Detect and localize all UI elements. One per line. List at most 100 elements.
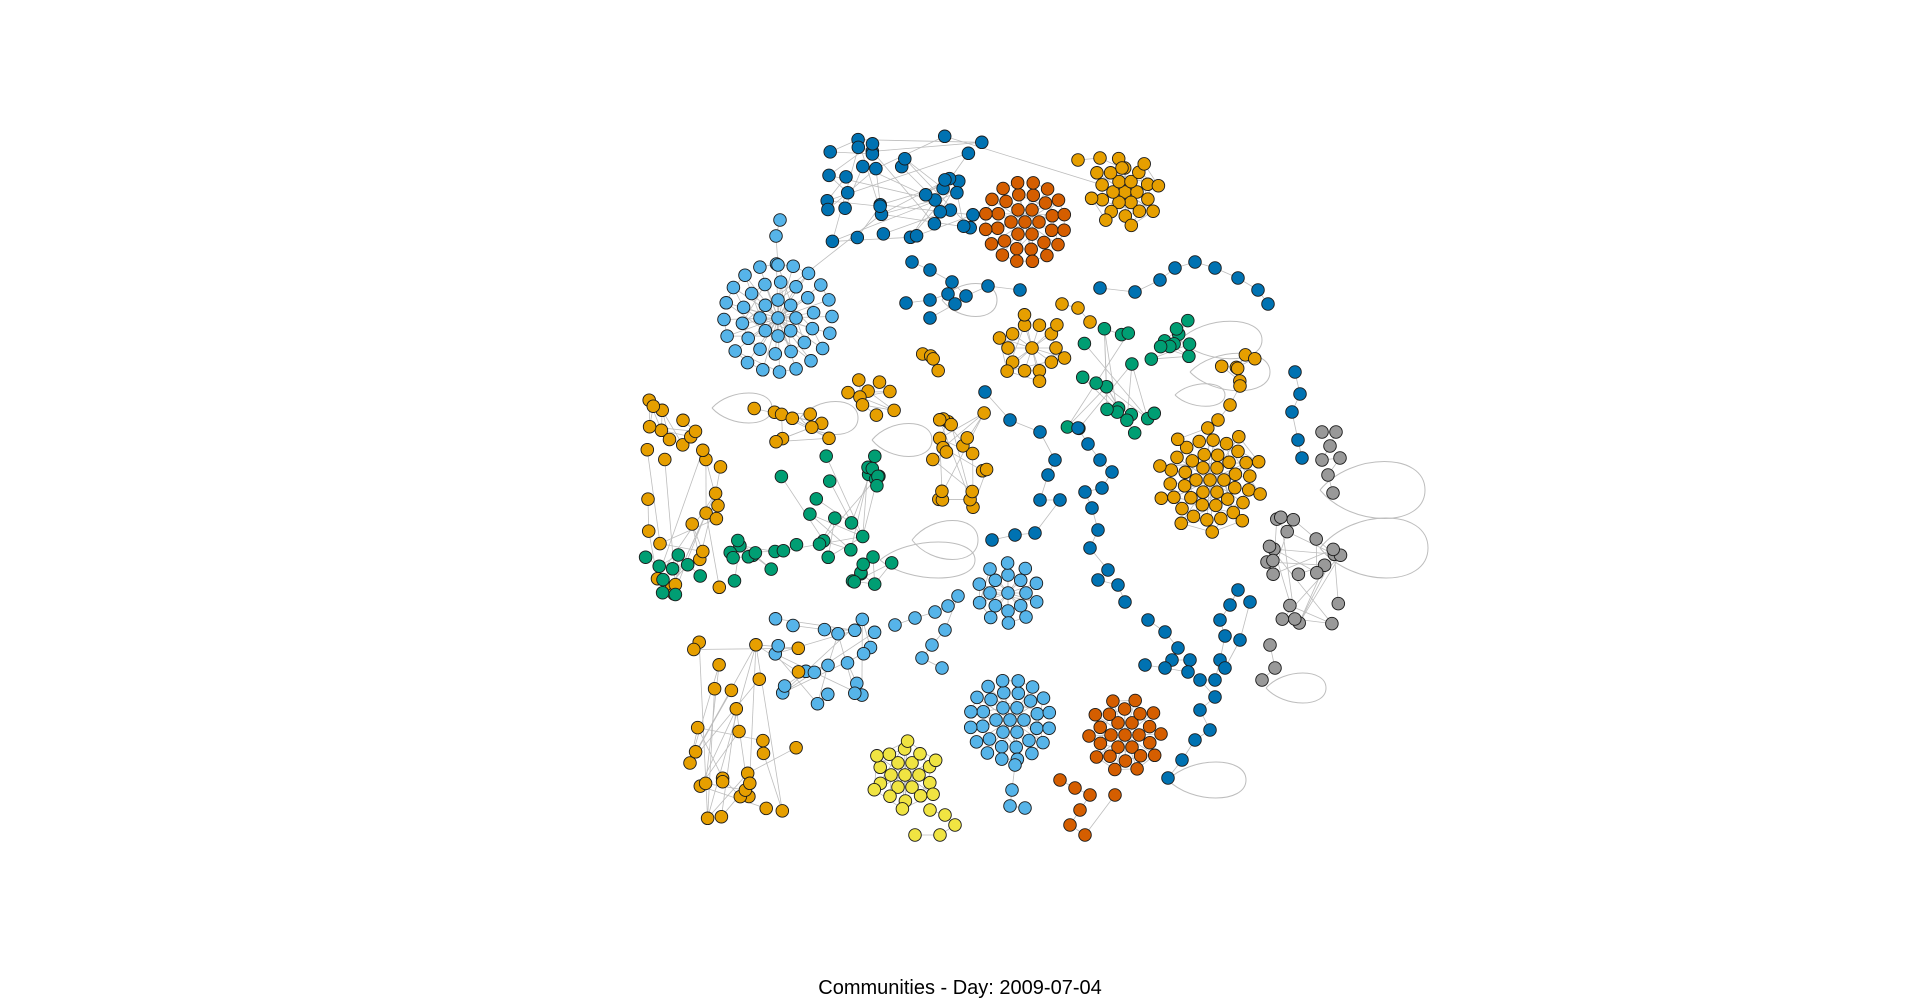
graph-node-orange [1223,456,1236,469]
graph-node-light-blue [909,612,922,625]
graph-node-orange [1198,448,1211,461]
self-loop-edge [1266,673,1326,703]
graph-node-orange [1179,466,1192,479]
graph-node-vermillion [1054,774,1067,787]
graph-node-blue [1014,284,1027,297]
graph-node-light-blue [759,299,772,312]
graph-node-green [681,558,694,571]
graph-node-orange [647,400,660,413]
graph-node-light-blue [856,613,869,626]
graph-node-orange [663,433,676,446]
graph-node-light-blue [818,623,831,636]
graph-node-blue [1234,634,1247,647]
graph-edge [698,728,763,741]
graph-node-vermillion [1046,210,1059,223]
graph-node-yellow [924,804,937,817]
graph-node-light-blue [984,587,997,600]
graph-node-orange [1211,449,1224,462]
graph-node-blue [1244,596,1257,609]
graph-node-vermillion [1129,694,1142,707]
graph-node-orange [966,485,979,498]
graph-node-blue [1139,659,1152,672]
graph-node-orange [932,364,945,377]
graph-node-light-blue [997,702,1010,715]
graph-node-blue [1252,284,1265,297]
graph-node-green [1148,407,1161,420]
graph-node-green [856,530,869,543]
graph-node-yellow [913,769,926,782]
graph-node-light-blue [772,312,785,325]
graph-node-light-blue [805,355,818,368]
graph-node-blue [1214,614,1227,627]
graph-node-light-blue [857,647,870,660]
graph-node-vermillion [992,207,1005,220]
graph-node-orange [744,777,757,790]
graph-node-light-blue [1026,681,1039,694]
graph-node-light-blue [1031,708,1044,721]
graph-node-vermillion [986,193,999,206]
graph-node-orange [1252,456,1265,469]
graph-node-light-blue [995,740,1008,753]
graph-node-orange [842,386,855,399]
graph-node-blue [1224,599,1237,612]
graph-node-light-blue [1004,800,1017,813]
graph-node-light-blue [1010,741,1023,754]
graph-node-green [728,575,741,588]
graph-node-green [1078,337,1091,350]
graph-node-orange [716,775,729,788]
graph-node-green [1154,340,1167,353]
graph-node-light-blue [1009,759,1022,772]
graph-node-orange [1249,352,1262,365]
graph-node-light-blue [737,301,750,314]
graph-node-orange [1206,526,1219,539]
graph-node-blue [1106,466,1119,479]
graph-node-blue [870,162,883,175]
graph-node-orange [684,757,697,770]
graph-node-blue [1084,542,1097,555]
graph-node-vermillion [1038,236,1051,249]
graph-node-blue [982,280,995,293]
graph-node-light-blue [759,278,772,291]
graph-node-light-blue [754,343,767,356]
graph-node-yellow [949,819,962,832]
graph-node-blue [1262,298,1275,311]
graph-node-blue [1184,654,1197,667]
graph-node-green [666,563,679,576]
graph-node-light-blue [754,312,767,325]
graph-node-light-blue [1006,784,1019,797]
graph-node-vermillion [1094,721,1107,734]
graph-node-blue [1209,262,1222,275]
graph-node-blue [1042,469,1055,482]
graph-node-orange [1001,365,1014,378]
graph-node-light-blue [816,342,829,355]
graph-node-light-blue [802,267,815,280]
graph-node-blue [839,202,852,215]
graph-node-grey [1256,674,1269,687]
graph-node-light-blue [889,619,902,632]
graph-node-yellow [927,788,940,801]
graph-node-orange [1218,474,1231,487]
graph-node-orange [1142,193,1155,206]
graph-node-light-blue [721,330,734,343]
graph-node-light-blue [741,356,754,369]
graph-node-light-blue [773,366,786,379]
graph-node-light-blue [787,260,800,273]
graph-node-light-blue [1001,557,1014,570]
graph-node-vermillion [1094,737,1107,750]
graph-node-vermillion [1012,228,1025,241]
graph-node-orange [1072,302,1085,315]
graph-node-vermillion [1090,751,1103,764]
graph-node-orange [993,332,1006,345]
graph-node-light-blue [996,753,1009,766]
graph-node-blue [1129,286,1142,299]
graph-node-green [857,558,870,571]
graph-node-green [1128,427,1141,440]
graph-node-blue [852,141,865,154]
graph-node-light-blue [787,619,800,632]
graph-node-vermillion [1058,208,1071,221]
graph-node-light-blue [976,720,989,733]
graph-node-green [845,544,858,557]
graph-node-blue [1159,626,1172,639]
graph-node-blue [822,203,835,216]
graph-node-vermillion [1041,183,1054,196]
